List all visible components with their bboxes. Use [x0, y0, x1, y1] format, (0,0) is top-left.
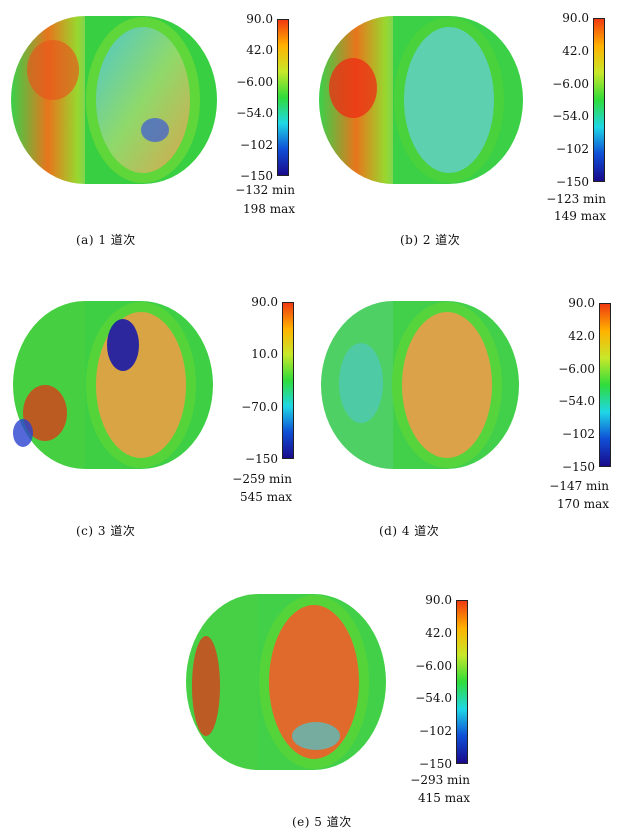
min-label-b: −123 min [546, 192, 606, 206]
colorbar-tick-label: 90.0 [246, 12, 273, 26]
colorbar-tick-label: −54.0 [415, 691, 452, 706]
max-label-c: 545 max [239, 490, 292, 504]
colorbar-b-group: 90.0 42.0 −6.00 −54.0 −102 −150 −123 min 149 … [538, 11, 610, 234]
colorbar-tick-label: −70.0 [241, 399, 278, 414]
colorbar-tick-label: −6.00 [552, 76, 589, 91]
max-label-a: 198 max [242, 202, 295, 216]
ring-figure-e [186, 594, 386, 770]
colorbar-c-group: 90.0 10.0 −70.0 −150 −259 min 545 max [230, 295, 300, 529]
colorbar-tick-label: 90.0 [568, 296, 595, 310]
colorbar-tick-label: −150 [240, 169, 273, 183]
colorbar-tick-label: −150 [419, 757, 452, 771]
colorbar-tick-label: −6.00 [558, 361, 595, 376]
max-label-b: 149 max [553, 209, 606, 223]
colorbar-tick-label: 10.0 [251, 347, 278, 362]
colorbar-b [593, 18, 605, 182]
ring-figure-a [11, 16, 217, 184]
colorbar-e [456, 600, 468, 764]
max-label-d: 170 max [556, 497, 609, 511]
colorbar-a [277, 19, 289, 176]
panel-a: 90.0 42.0 −6.00 −54.0 −102 −150 −132 min 198 … [0, 0, 311, 250]
colorbar-tick-label: 42.0 [246, 43, 273, 58]
colorbar-tick-label: 90.0 [562, 11, 589, 25]
colorbar-tick-label: −102 [556, 142, 589, 157]
panel-e: 90.0 42.0 −6.00 −54.0 −102 −150 −293 min 415 … [160, 580, 480, 830]
colorbar-d [599, 303, 611, 467]
colorbar-tick-label: −54.0 [236, 106, 273, 121]
colorbar-tick-label: −150 [556, 175, 589, 189]
colorbar-tick-label: −102 [562, 427, 595, 442]
colorbar-tick-label: −54.0 [552, 109, 589, 124]
colorbar-tick-label: 42.0 [562, 43, 589, 58]
min-label-e: −293 min [410, 773, 470, 787]
colorbar-tick-label: −102 [240, 137, 273, 152]
colorbar-tick-label: −54.0 [558, 394, 595, 409]
caption-b: (b) 2 道次 [400, 233, 461, 247]
colorbar-tick-label: −150 [245, 452, 278, 466]
panel-b: 90.0 42.0 −6.00 −54.0 −102 −150 −123 min 149 … [311, 0, 623, 250]
colorbar-tick-label: −6.00 [415, 658, 452, 673]
colorbar-tick-label: 90.0 [251, 295, 278, 309]
min-label-c: −259 min [232, 472, 292, 486]
ring-figure-b [319, 16, 523, 184]
panel-d: 90.0 42.0 −6.00 −54.0 −102 −150 −147 min 170 … [311, 285, 623, 545]
colorbar-tick-label: −150 [562, 460, 595, 474]
caption-a: (a) 1 道次 [76, 233, 136, 247]
caption-c: (c) 3 道次 [76, 524, 136, 538]
ring-figure-d [321, 301, 519, 469]
min-label-a: −132 min [235, 183, 295, 197]
colorbar-e-group: 90.0 42.0 −6.00 −54.0 −102 −150 −293 min 415 … [408, 592, 478, 822]
colorbar-tick-label: 90.0 [425, 593, 452, 607]
ring-figure-c [13, 301, 213, 469]
colorbar-tick-label: −6.00 [236, 74, 273, 89]
colorbar-a-group: 90.0 42.0 −6.00 −54.0 −102 −150 −132 min 198 … [230, 12, 300, 226]
max-label-e: 415 max [417, 791, 470, 805]
caption-d: (d) 4 道次 [379, 524, 440, 538]
caption-e: (e) 5 道次 [292, 815, 352, 829]
panel-c: 90.0 10.0 −70.0 −150 −259 min 545 max (c) 3… [0, 285, 311, 545]
colorbar-tick-label: 42.0 [425, 625, 452, 640]
min-label-d: −147 min [549, 479, 609, 493]
colorbar-c [282, 302, 294, 459]
colorbar-tick-label: −102 [419, 724, 452, 739]
colorbar-d-group: 90.0 42.0 −6.00 −54.0 −102 −150 −147 min 170 … [547, 296, 617, 529]
colorbar-tick-label: 42.0 [568, 328, 595, 343]
